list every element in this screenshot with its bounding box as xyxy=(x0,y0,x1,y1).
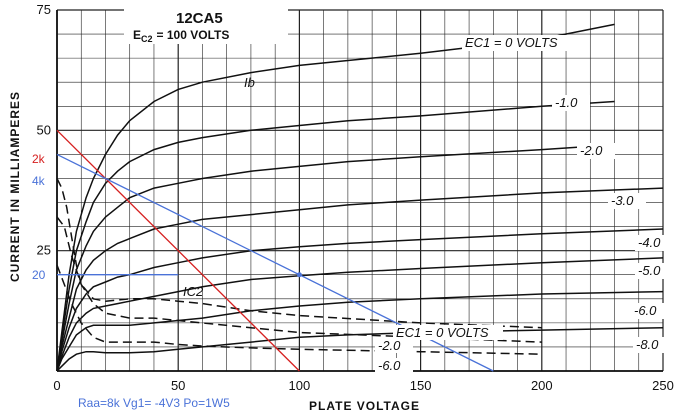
x-tick-label: 150 xyxy=(410,378,432,393)
y-axis-label: CURRENT IN MILLIAMPERES xyxy=(8,91,22,282)
plate-curve xyxy=(56,187,664,372)
curve-label-bg xyxy=(393,325,503,340)
x-axis-label: PLATE VOLTAGE xyxy=(309,399,420,413)
x-tick-label: 0 xyxy=(53,378,60,393)
load-line-label-2k: 2k xyxy=(32,152,46,166)
curve-label-bg xyxy=(608,193,646,209)
plate-curve xyxy=(56,144,615,372)
plate-curve-label: -2.0 xyxy=(580,143,603,158)
title-box xyxy=(124,6,288,44)
plate-curve xyxy=(56,290,664,372)
y-tick-labels: 25 50 75 xyxy=(37,2,51,258)
subtitle-prefix: E xyxy=(133,28,141,42)
y-tick-label: 75 xyxy=(37,2,51,17)
operating-annotation: Raa=8k Vg1= -4V3 Po=1W5 xyxy=(78,396,230,410)
x-tick-label: 50 xyxy=(171,378,185,393)
operating-point xyxy=(296,272,302,278)
x-tick-label: 100 xyxy=(289,378,311,393)
plate-curve-label: EC1 = 0 VOLTS xyxy=(465,35,558,50)
x-tick-label: 200 xyxy=(531,378,553,393)
screen-curve-label: EC1 = 0 VOLTS xyxy=(396,325,489,340)
ib-label: Ib xyxy=(244,75,255,90)
screen-curve xyxy=(56,264,542,355)
screen-curve xyxy=(56,216,542,343)
plate-curve-label: -4.0 xyxy=(638,235,661,250)
x-tick-label: 250 xyxy=(652,378,674,393)
curve-label-bg xyxy=(631,303,669,319)
load-line-label-20: 20 xyxy=(32,268,46,282)
plate-curve-label: -3.0 xyxy=(611,193,634,208)
subtitle-subscript: C2 xyxy=(141,34,153,44)
curve-label-bg xyxy=(462,35,572,51)
plate-curve xyxy=(56,326,664,372)
screen-curve xyxy=(56,178,542,329)
screen-current-curves xyxy=(56,178,542,355)
curve-label-bg xyxy=(635,263,673,279)
y-tick-label: 25 xyxy=(37,243,51,258)
screen-curve-label: -6.0 xyxy=(378,358,401,373)
chart-subtitle: EC2 = 100 VOLTS xyxy=(133,28,229,44)
curve-label-bg xyxy=(577,143,615,159)
curve-label-bg xyxy=(375,358,413,373)
load-line-label-4k: 4k xyxy=(32,174,46,188)
chart-title: 12CA5 xyxy=(176,10,223,27)
y-tick-label: 50 xyxy=(37,122,51,137)
curve-label-bg xyxy=(375,338,413,353)
plate-curve-label: -6.0 xyxy=(634,303,657,318)
plate-curve-label: -1.0 xyxy=(555,95,578,110)
plate-curve xyxy=(56,100,615,372)
plate-curve-label: -5.0 xyxy=(638,263,661,278)
curve-label-bg xyxy=(633,337,671,353)
curve-label-bg xyxy=(552,95,590,111)
plate-curve-label: -8.0 xyxy=(636,337,659,352)
x-tick-labels: 0 50 100 150 200 250 xyxy=(53,378,673,393)
screen-curve-label: -2.0 xyxy=(378,338,401,353)
ic2-label: IC2 xyxy=(183,284,204,299)
curve-labels: EC1 = 0 VOLTS -1.0 -2.0 -3.0 -4.0 -5.0 -6.0 -8.… xyxy=(375,35,673,373)
subtitle-value: = 100 VOLTS xyxy=(157,28,230,42)
plate-curve xyxy=(56,23,615,372)
curve-label-bg xyxy=(635,235,673,251)
load-line xyxy=(56,129,300,372)
